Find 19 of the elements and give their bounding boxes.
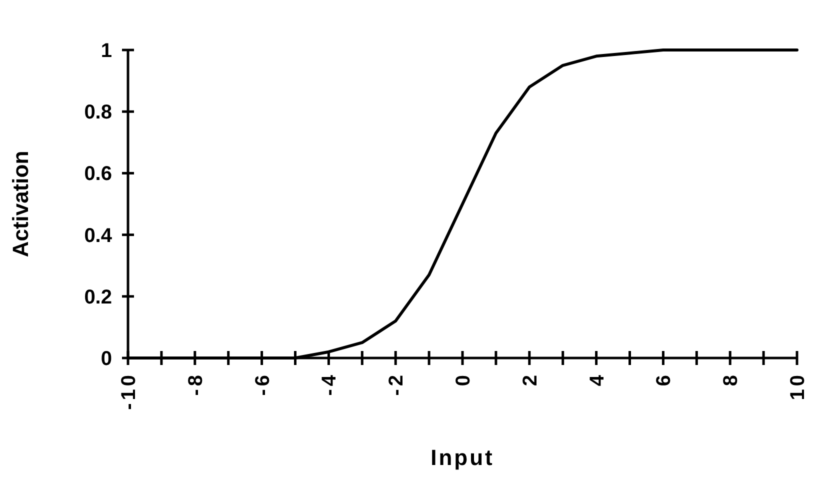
x-tick-label: -2: [386, 372, 408, 396]
x-tick-label: 10: [787, 372, 809, 400]
x-axis-title: Input: [430, 445, 494, 470]
x-tick-label: 8: [720, 372, 742, 386]
x-tick-label: 2: [519, 372, 542, 386]
x-tick-label: 6: [653, 372, 676, 386]
x-tick-label: -10: [118, 372, 140, 410]
y-tick-label: 0.4: [84, 224, 113, 247]
y-tick-label: 1: [100, 40, 112, 62]
x-tick-label: -4: [318, 372, 341, 396]
x-tick-label: -6: [252, 372, 274, 396]
y-tick-label: 0.2: [84, 286, 112, 308]
x-tick-label: 4: [586, 372, 608, 386]
y-tick-label: 0: [100, 348, 112, 370]
x-tick-label: 0: [452, 372, 474, 386]
y-tick-label: 0.6: [84, 163, 112, 186]
y-tick-label: 0.8: [84, 102, 112, 124]
x-tick-label: -8: [184, 372, 207, 396]
y-axis-title: Activation: [8, 150, 33, 258]
